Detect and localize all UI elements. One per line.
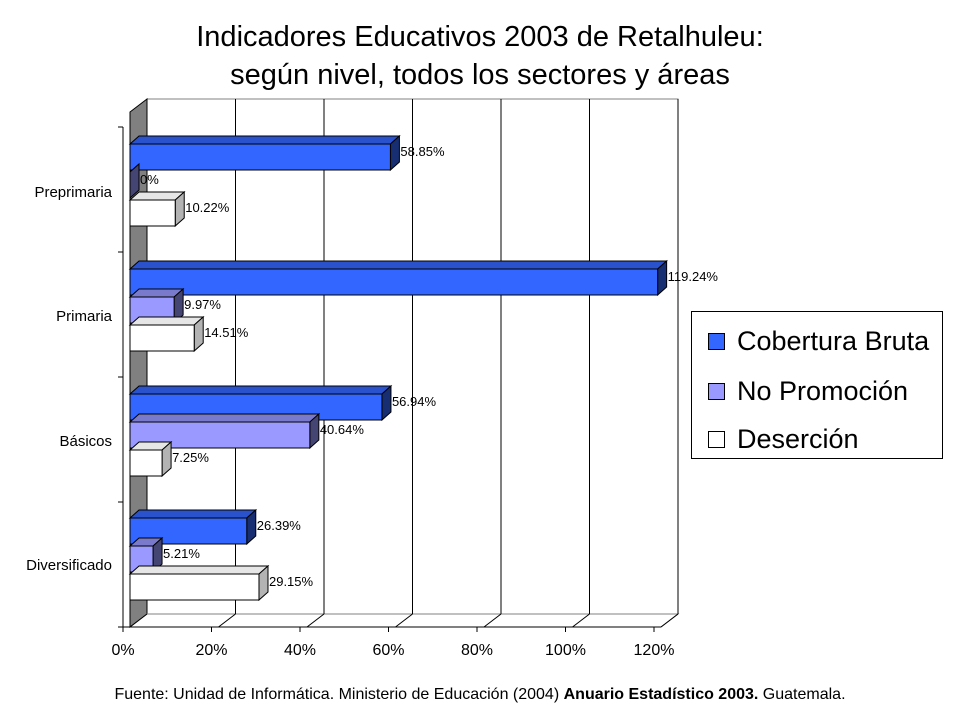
bar-side — [129, 162, 140, 200]
legend-label: Deserción — [737, 423, 859, 454]
source-prefix: Fuente: Unidad de Informática. Ministeri… — [114, 686, 560, 703]
bar-top — [128, 135, 401, 145]
floor-gridline — [395, 613, 413, 628]
bar-top — [128, 565, 270, 575]
x-tick-label: 100% — [545, 642, 586, 659]
legend-item: Cobertura Bruta — [708, 324, 929, 358]
bar — [128, 564, 270, 602]
source-bold-title: Anuario Estadístico 2003. — [563, 686, 759, 703]
data-label: 0% — [140, 172, 159, 187]
category-label: Preprimaria — [34, 184, 112, 201]
bar-top — [128, 509, 258, 519]
data-label: 9.97% — [184, 297, 221, 312]
chart-title-line-2: según nivel, todos los sectores y áreas — [230, 59, 730, 91]
bar-top — [128, 413, 321, 423]
bar-front — [129, 199, 176, 227]
floor-gridline — [306, 613, 325, 628]
bar — [128, 134, 401, 172]
bar — [128, 440, 173, 478]
bar — [128, 508, 258, 546]
chart-legend: Cobertura Bruta No Promoción Deserción — [691, 311, 943, 459]
bar-chart: 58.85% 0% 10.22% 119.24% 9.97% 14.51% 56.94% 40… — [26, 97, 719, 659]
bar-front — [129, 449, 163, 477]
data-label: 29.15% — [269, 574, 314, 589]
floor-gridline — [483, 613, 502, 628]
source-suffix: Guatemala. — [762, 686, 846, 703]
category-label: Primaria — [56, 308, 112, 325]
floor-gridline — [218, 613, 236, 628]
bar-top — [128, 316, 205, 326]
data-label: 56.94% — [392, 394, 437, 409]
bar-front — [129, 143, 391, 171]
bar — [128, 536, 164, 574]
x-tick-label: 20% — [195, 642, 227, 659]
bar — [128, 190, 186, 228]
bar-front — [129, 573, 260, 601]
data-label: 7.25% — [172, 450, 209, 465]
floor-gridline — [572, 613, 590, 628]
x-tick-label: 60% — [372, 642, 404, 659]
floor-gridline — [129, 613, 148, 628]
legend-swatch — [708, 332, 725, 350]
legend-swatch — [708, 382, 725, 400]
bar-front — [129, 324, 195, 352]
data-label: 5.21% — [163, 546, 200, 561]
bar-top — [128, 260, 668, 270]
legend-item: No Promoción — [708, 374, 908, 408]
source-note: Fuente: Unidad de Informática. Ministeri… — [0, 686, 960, 704]
category-label: Básicos — [59, 433, 112, 450]
data-label: 40.64% — [320, 422, 365, 437]
bar — [129, 162, 140, 200]
data-label: 14.51% — [204, 325, 249, 340]
x-tick-label: 0% — [111, 642, 134, 659]
data-label: 10.22% — [185, 200, 230, 215]
bar-front — [129, 268, 659, 296]
bar-top — [128, 385, 393, 395]
legend-item: Deserción — [708, 422, 859, 456]
data-label: 58.85% — [400, 144, 445, 159]
legend-label: No Promoción — [737, 375, 909, 406]
x-tick-label: 80% — [461, 642, 493, 659]
floor-gridline — [660, 613, 679, 628]
bar — [128, 259, 668, 297]
x-tick-label: 120% — [634, 642, 675, 659]
data-label: 26.39% — [257, 518, 302, 533]
bar — [128, 315, 205, 353]
x-tick-label: 40% — [284, 642, 316, 659]
legend-label: Cobertura Bruta — [737, 325, 930, 356]
data-label: 119.24% — [668, 269, 719, 284]
chart-title: Indicadores Educativos 2003 de Retalhule… — [0, 18, 960, 94]
chart-title-line-1: Indicadores Educativos 2003 de Retalhule… — [196, 21, 764, 53]
category-label: Diversificado — [26, 557, 112, 574]
legend-swatch — [708, 430, 725, 448]
